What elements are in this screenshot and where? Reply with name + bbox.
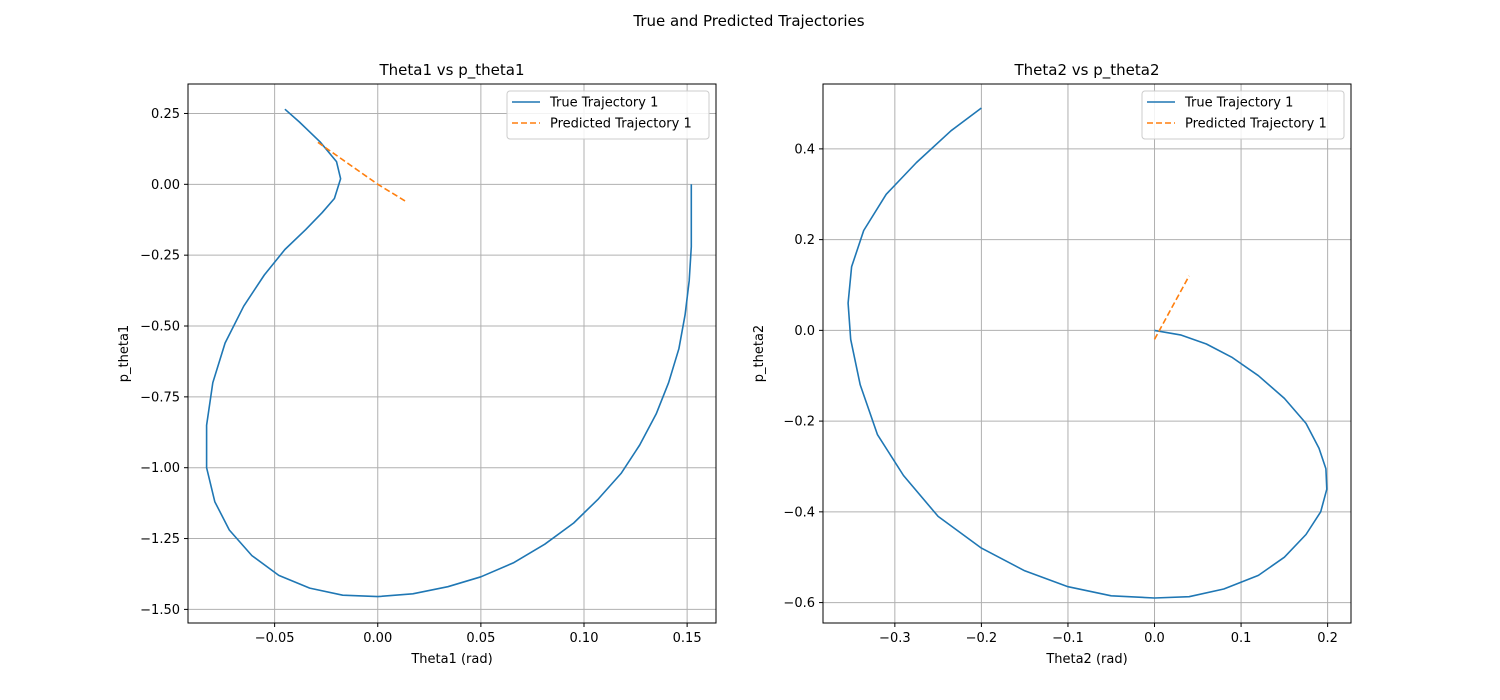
legend-box xyxy=(506,90,710,140)
x-tick-label: 0.0 xyxy=(1144,631,1165,646)
x-tick-label: 0.15 xyxy=(673,631,702,646)
predicted-trajectory-line xyxy=(317,141,408,203)
figure-suptitle: True and Predicted Trajectories xyxy=(632,12,864,30)
axes-frame xyxy=(822,83,1352,624)
y-tick-label: −1.00 xyxy=(140,461,180,476)
y-tick-label: 0.0 xyxy=(794,324,815,339)
x-tick-label: 0.2 xyxy=(1317,631,1338,646)
legend: True Trajectory 1 Predicted Trajectory 1 xyxy=(1141,90,1345,140)
y-tick-label: −0.50 xyxy=(140,320,180,335)
grid-lines xyxy=(188,84,716,623)
axes-frame xyxy=(187,83,717,624)
x-tick-label: −0.05 xyxy=(255,631,295,646)
y-tick-label: 0.2 xyxy=(794,233,815,248)
x-axis-ticks: −0.3 −0.2 −0.1 0.0 0.1 0.2 xyxy=(879,623,1338,646)
y-tick-label: 0.25 xyxy=(151,107,180,122)
x-axis-label: Theta1 (rad) xyxy=(410,652,492,667)
y-tick-label: −1.25 xyxy=(140,532,180,547)
subplot-theta1: −0.05 0.00 0.05 0.10 0.15 0.25 0.00 −0.25 −0.50… xyxy=(117,61,717,667)
subplot-theta2: −0.3 −0.2 −0.1 0.0 0.1 0.2 0.4 0.2 0.0 −0.2 −0.4 −… xyxy=(752,61,1352,667)
true-trajectory-line xyxy=(847,107,1328,599)
x-tick-label: 0.1 xyxy=(1231,631,1252,646)
y-tick-label: −1.50 xyxy=(140,603,180,618)
y-tick-label: −0.6 xyxy=(783,596,815,611)
y-tick-label: −0.4 xyxy=(783,505,815,520)
y-tick-label: −0.2 xyxy=(783,415,815,430)
predicted-trajectory-line xyxy=(1153,275,1190,340)
series-layer xyxy=(205,108,693,598)
legend-entry-label: True Trajectory 1 xyxy=(549,96,658,111)
x-tick-label: −0.2 xyxy=(966,631,998,646)
series-layer xyxy=(847,107,1328,599)
legend-box xyxy=(1141,90,1345,140)
y-tick-label: −0.75 xyxy=(140,390,180,405)
legend-entry-label: True Trajectory 1 xyxy=(1184,96,1293,111)
x-tick-label: 0.10 xyxy=(570,631,599,646)
true-trajectory-line xyxy=(205,108,693,598)
x-axis-label: Theta2 (rad) xyxy=(1045,652,1127,667)
legend: True Trajectory 1 Predicted Trajectory 1 xyxy=(506,90,710,140)
subplot-title: Theta1 vs p_theta1 xyxy=(379,61,525,80)
x-tick-label: 0.05 xyxy=(466,631,495,646)
x-tick-label: 0.00 xyxy=(363,631,392,646)
grid-lines xyxy=(823,84,1351,623)
y-axis-ticks: 0.4 0.2 0.0 −0.2 −0.4 −0.6 xyxy=(783,142,823,611)
subplot-title: Theta2 vs p_theta2 xyxy=(1014,61,1160,80)
y-tick-label: −0.25 xyxy=(140,249,180,264)
y-axis-ticks: 0.25 0.00 −0.25 −0.50 −0.75 −1.00 −1.25 −1.50 xyxy=(140,107,188,618)
x-axis-ticks: −0.05 0.00 0.05 0.10 0.15 xyxy=(255,623,702,646)
y-axis-label: p_theta1 xyxy=(117,325,132,382)
x-tick-label: −0.1 xyxy=(1052,631,1084,646)
y-tick-label: 0.00 xyxy=(151,178,180,193)
legend-entry-label: Predicted Trajectory 1 xyxy=(1185,117,1327,132)
legend-entry-label: Predicted Trajectory 1 xyxy=(550,117,692,132)
y-axis-label: p_theta2 xyxy=(752,325,767,382)
x-tick-label: −0.3 xyxy=(879,631,911,646)
y-tick-label: 0.4 xyxy=(794,142,815,157)
